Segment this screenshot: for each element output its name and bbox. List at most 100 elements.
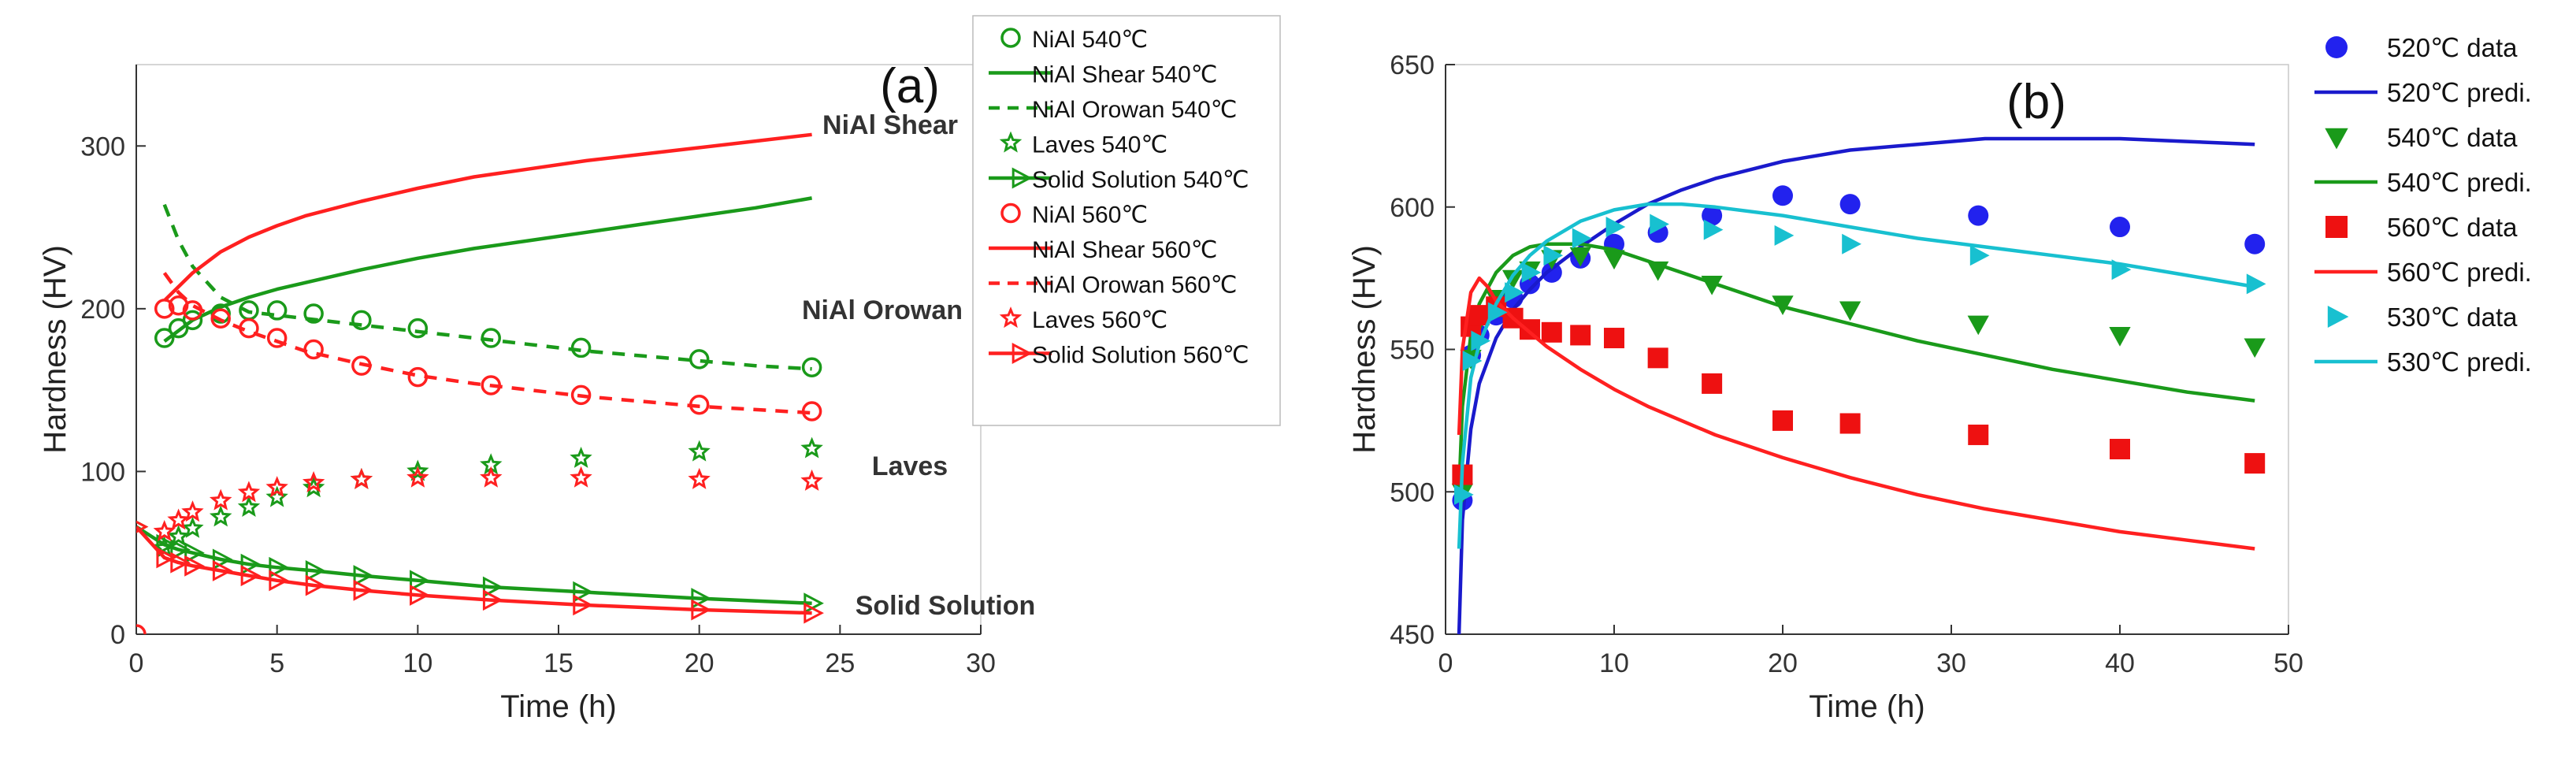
data-point: [482, 576, 503, 598]
data-point: [1703, 219, 1724, 240]
y-axis-label: Hardness (HV): [1347, 245, 1382, 454]
data-point: [1647, 347, 1668, 369]
data-point: [688, 467, 711, 489]
legend-marker: [999, 306, 1023, 329]
y-tick-label: 450: [1390, 620, 1435, 650]
series-3: [1457, 242, 2255, 492]
legend-item: 520℃ predi.: [2314, 78, 2532, 107]
legend-item: Solid Solution 540℃: [989, 167, 1249, 193]
data-point: [266, 328, 288, 348]
panel-label: (a): [880, 59, 940, 113]
data-point: [1570, 325, 1591, 346]
data-point: [303, 303, 324, 324]
x-tick-label: 10: [1599, 648, 1629, 678]
data-point: [210, 308, 231, 329]
data-point: [353, 565, 374, 587]
data-point: [212, 548, 233, 570]
data-point: [1842, 233, 1861, 254]
legend-item: 530℃ predi.: [2314, 347, 2532, 377]
data-point: [302, 476, 325, 498]
data-point: [688, 440, 711, 462]
legend-item: Solid Solution 560℃: [989, 343, 1249, 369]
legend-item: 540℃ predi.: [2314, 168, 2532, 197]
x-tick-label: 5: [269, 648, 284, 678]
x-tick-label: 15: [544, 648, 573, 678]
data-point: [570, 337, 592, 358]
legend-item: NiAl Shear 540℃: [989, 62, 1217, 88]
legend-marker: [999, 131, 1023, 153]
series-4: [1452, 296, 2266, 485]
data-point: [170, 539, 191, 561]
y-tick-label: 0: [110, 620, 125, 650]
data-point: [406, 466, 429, 488]
data-point: [212, 559, 233, 581]
data-point: [181, 516, 204, 538]
legend-label: Laves 560℃: [1032, 307, 1167, 333]
series-line: [162, 272, 812, 415]
x-tick-label: 25: [825, 648, 855, 678]
legend-item: NiAl Shear 560℃: [989, 237, 1217, 263]
legend-label: Solid Solution 560℃: [1032, 343, 1249, 369]
legend-label: NiAl Shear 540℃: [1032, 62, 1217, 88]
x-tick-label: 20: [685, 648, 715, 678]
x-tick-label: 0: [1438, 648, 1453, 678]
data-point: [353, 579, 374, 601]
legend-item: Laves 560℃: [999, 306, 1167, 333]
y-tick-label: 200: [80, 295, 125, 325]
data-point: [209, 488, 232, 511]
series-2: [1451, 247, 2266, 503]
data-point: [1603, 250, 1625, 270]
series-7: [162, 272, 812, 415]
y-tick-label: 550: [1390, 336, 1435, 366]
legend-item: Laves 540℃: [999, 131, 1167, 158]
data-point: [136, 520, 149, 533]
y-tick-label: 100: [80, 457, 125, 487]
data-point: [1462, 350, 1483, 371]
series-line: [1457, 242, 2255, 492]
data-point: [410, 570, 430, 592]
data-point: [573, 581, 593, 603]
y-tick-label: 650: [1390, 50, 1435, 80]
data-point: [167, 508, 190, 530]
legend-item: 540℃ data: [2325, 123, 2518, 152]
series-5: [136, 295, 822, 634]
series-line: [163, 196, 812, 343]
series-1: [1457, 136, 2255, 634]
data-point: [407, 366, 429, 388]
series-line: [1457, 202, 2255, 549]
series-6: [163, 132, 812, 303]
data-point: [265, 476, 288, 498]
legend-item: 560℃ data: [2325, 213, 2518, 242]
data-point: [269, 570, 289, 592]
legend-label: 560℃ data: [2387, 213, 2518, 242]
data-point: [266, 300, 288, 321]
legend-marker: [2325, 128, 2348, 150]
data-point: [480, 466, 503, 488]
x-axis-label: Time (h): [1809, 689, 1925, 724]
legend-item: NiAl Orowan 540℃: [989, 97, 1237, 123]
data-point: [1702, 205, 1723, 226]
data-point: [1969, 245, 1990, 266]
chart-panel-b: 0 10 20 30 40 50 450 500 550 600 650 Time (h) Hardne…: [1347, 33, 2532, 724]
data-point: [1572, 228, 1592, 249]
data-point: [800, 469, 823, 491]
legend-item: 520℃ data: [2325, 33, 2518, 62]
data-point: [1967, 315, 1989, 336]
legend-item: NiAl 540℃: [1000, 27, 1148, 53]
legend-marker: [2325, 36, 2348, 58]
series-line: [136, 525, 812, 615]
x-tick-label: 40: [2105, 648, 2135, 678]
data-point: [410, 584, 430, 606]
data-point: [406, 459, 429, 481]
legend-label: NiAl Shear 560℃: [1032, 237, 1217, 263]
data-point: [2244, 338, 2266, 358]
data-point: [482, 589, 503, 611]
legend-label: 530℃ data: [2387, 303, 2518, 332]
series-4: [136, 520, 824, 615]
data-point: [800, 436, 823, 459]
data-point: [801, 357, 822, 377]
data-point: [237, 495, 261, 517]
legend: 520℃ data 520℃ predi. 540℃ data 540℃ predi.…: [2314, 33, 2532, 377]
legend-item: 530℃ data: [2327, 303, 2518, 332]
series-0: [154, 300, 822, 377]
